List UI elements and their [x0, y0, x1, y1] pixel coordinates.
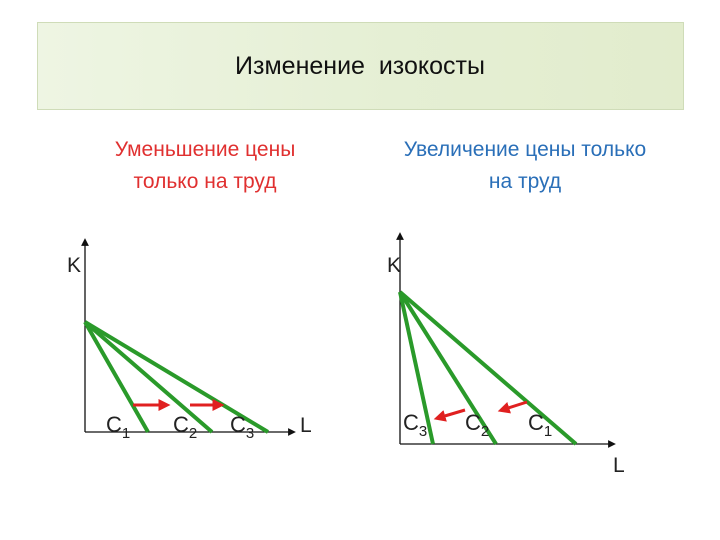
left-caption: Уменьшение цены только на труд [55, 134, 355, 198]
right-label-c1-sub: 1 [544, 423, 552, 440]
right-isocost-c3 [398, 291, 435, 445]
right-shift-arrow-2 [497, 400, 528, 414]
right-isocost-c2 [398, 290, 498, 446]
right-label-c3-sub: 3 [419, 423, 427, 440]
right-label-c2-base: C [465, 410, 481, 435]
right-axis-l-label: L [613, 454, 625, 477]
left-label-c2-base: C [173, 412, 189, 437]
left-label-c1-sub: 1 [122, 425, 130, 442]
left-axis-k-label: K [67, 254, 81, 277]
left-axis-l-label: L [300, 414, 312, 437]
left-label-c1: C1 [106, 412, 130, 442]
left-isocost-c3 [83, 320, 270, 434]
right-caption-line2: на труд [488, 170, 562, 193]
right-caption: Увеличение цены только на труд [360, 134, 690, 198]
left-label-c2-sub: 2 [189, 425, 197, 442]
title-box [37, 22, 684, 110]
left-label-c2: C2 [173, 412, 197, 442]
left-isocost-c2 [83, 320, 214, 434]
left-label-c3-sub: 3 [246, 425, 254, 442]
right-panel: K L C3 C2 C1 [387, 232, 625, 477]
left-label-c3-base: C [230, 412, 246, 437]
left-caption-line2: только на труд [133, 170, 277, 193]
right-label-c3: C3 [403, 410, 427, 440]
right-label-c1-base: C [528, 410, 544, 435]
left-label-c3: C3 [230, 412, 254, 442]
left-label-c1-base: C [106, 412, 122, 437]
right-label-c2: C2 [465, 410, 489, 440]
left-isocost-c1 [83, 321, 150, 433]
right-label-c1: C1 [528, 410, 552, 440]
right-label-c2-sub: 2 [481, 423, 489, 440]
right-shift-arrow-1 [433, 408, 466, 422]
right-caption-line1: Увеличение цены только [403, 138, 647, 161]
page-title: Изменение изокосты [235, 52, 485, 80]
left-panel: K L C1 C2 C3 [67, 238, 312, 442]
right-axis-k-label: K [387, 254, 401, 277]
right-label-c3-base: C [403, 410, 419, 435]
right-isocost-c1 [398, 290, 578, 446]
left-caption-line1: Уменьшение цены [114, 138, 296, 161]
